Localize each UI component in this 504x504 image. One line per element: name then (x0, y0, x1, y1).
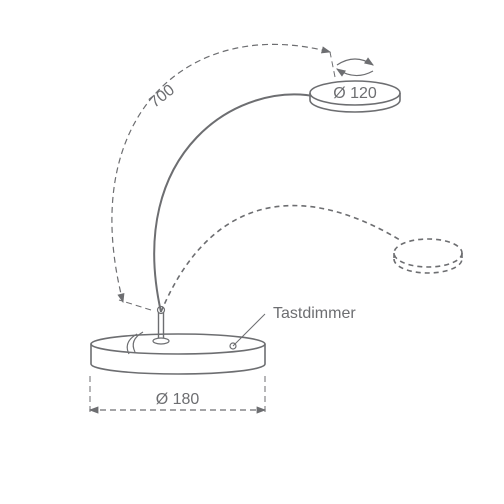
dim700-arc (112, 44, 330, 302)
dim180-label: Ø 180 (156, 391, 200, 408)
base-bottom (91, 364, 265, 374)
arm-alt (161, 206, 400, 312)
rotate-arrow-1 (337, 59, 373, 65)
head-alt-top (394, 239, 462, 267)
base-top (91, 334, 265, 354)
head-dia-label: Ø 120 (333, 85, 377, 102)
stem-foot (153, 338, 169, 344)
dim700-label: 700 (146, 81, 178, 111)
arm-main (154, 95, 318, 312)
dimmer-label: Tastdimmer (273, 305, 356, 322)
head-alt-bottom (394, 259, 462, 273)
dim700-ext1 (119, 300, 151, 310)
dim700-ext2 (330, 52, 335, 77)
rotate-arrow-2 (337, 69, 373, 76)
